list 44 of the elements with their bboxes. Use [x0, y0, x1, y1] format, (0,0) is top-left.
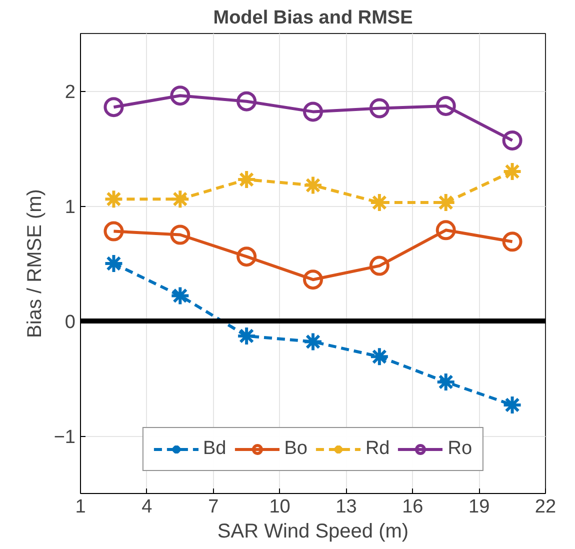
point — [170, 224, 190, 245]
point — [436, 96, 456, 116]
x-axis-title: SAR Wind Speed (m) — [217, 520, 409, 542]
y-tick-label: 1 — [64, 197, 76, 218]
legend-label: Bd — [202, 438, 226, 460]
x-tick-label: 16 — [402, 496, 424, 518]
x-tick-label: 22 — [534, 496, 556, 518]
point — [436, 372, 456, 392]
y-tick-label: 0 — [64, 312, 76, 333]
legend-label: Bo — [284, 438, 308, 460]
y-tick-label: 2 — [64, 82, 76, 103]
point — [104, 221, 124, 242]
x-tick-label: 4 — [142, 496, 153, 518]
point — [303, 270, 323, 290]
y-tick-label: −1 — [54, 427, 76, 448]
point — [303, 102, 323, 122]
point — [369, 256, 390, 276]
point — [236, 91, 257, 112]
point — [502, 232, 522, 252]
point — [104, 97, 124, 118]
point — [436, 220, 456, 240]
y-axis-title: Bias / RMSE (m) — [24, 189, 46, 338]
legend-label: Rd — [365, 438, 390, 460]
point — [303, 332, 323, 352]
point — [236, 246, 257, 267]
x-tick-label: 13 — [336, 496, 357, 518]
x-tick-label: 7 — [208, 496, 219, 518]
legend-label: Ro — [448, 438, 472, 460]
chart-title: Model Bias and RMSE — [213, 8, 413, 28]
point — [104, 189, 124, 210]
point — [170, 86, 190, 106]
point — [502, 130, 522, 150]
point — [236, 326, 257, 346]
point — [502, 394, 522, 415]
point — [369, 346, 390, 367]
point — [170, 286, 190, 306]
point — [502, 162, 522, 182]
x-tick-label: 10 — [269, 496, 290, 518]
point — [369, 98, 390, 118]
x-tick-label: 19 — [468, 496, 490, 518]
point — [170, 189, 190, 210]
point — [303, 175, 323, 196]
point — [104, 254, 124, 274]
point — [236, 170, 257, 190]
